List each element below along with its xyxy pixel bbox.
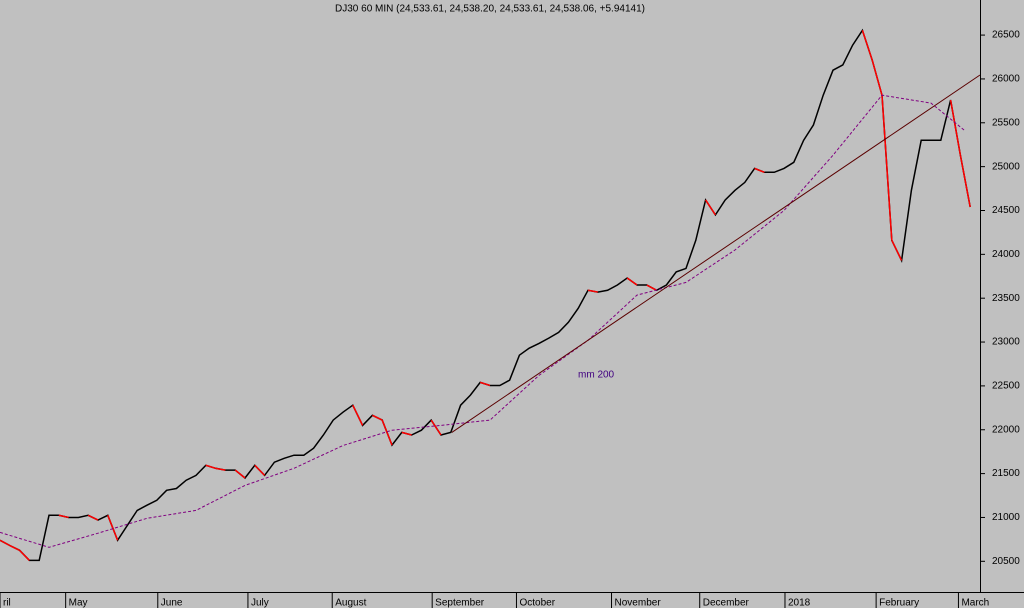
y-tick-label: 25500 bbox=[992, 117, 1020, 128]
down-segment bbox=[949, 99, 962, 156]
x-tick-label: July bbox=[251, 598, 269, 608]
y-tick-label: 21500 bbox=[992, 468, 1020, 479]
down-segment bbox=[587, 289, 598, 293]
down-segment bbox=[9, 544, 20, 552]
x-tick-label: May bbox=[69, 598, 88, 608]
x-tick-label: November bbox=[615, 598, 662, 608]
down-segment bbox=[646, 284, 657, 291]
x-tick-label: March bbox=[961, 598, 989, 608]
annotation: mm 200 bbox=[578, 370, 615, 381]
y-tick-label: 24500 bbox=[992, 205, 1020, 216]
down-segment bbox=[372, 414, 383, 421]
down-segment bbox=[430, 419, 442, 436]
down-segment bbox=[234, 469, 246, 479]
down-segment bbox=[479, 381, 491, 387]
down-segment bbox=[19, 549, 30, 561]
down-segment bbox=[352, 404, 364, 426]
x-tick-label: June bbox=[161, 598, 183, 608]
down-segment bbox=[754, 167, 765, 174]
x-tick-label: ril bbox=[3, 598, 11, 608]
down-segment bbox=[881, 95, 893, 241]
down-segment bbox=[704, 199, 717, 216]
x-tick-label: August bbox=[335, 598, 366, 608]
y-tick-label: 23000 bbox=[992, 337, 1020, 348]
y-tick-label: 25000 bbox=[992, 161, 1020, 172]
down-segment bbox=[401, 431, 412, 436]
x-tick-label: February bbox=[879, 598, 919, 608]
down-segment bbox=[626, 277, 638, 286]
down-segment bbox=[215, 467, 226, 471]
down-segment bbox=[861, 30, 873, 61]
down-segment bbox=[254, 464, 266, 476]
down-segment bbox=[87, 514, 99, 521]
y-tick-label: 21000 bbox=[992, 512, 1020, 523]
x-tick-label: October bbox=[519, 598, 555, 608]
down-segment bbox=[58, 514, 69, 519]
y-tick-label: 22000 bbox=[992, 424, 1020, 435]
y-tick-label: 26500 bbox=[992, 30, 1020, 41]
down-segment bbox=[891, 239, 903, 261]
y-tick-label: 23500 bbox=[992, 293, 1020, 304]
down-segment bbox=[0, 539, 11, 547]
x-tick-label: September bbox=[435, 598, 485, 608]
down-segment bbox=[871, 59, 883, 96]
y-tick-label: 24000 bbox=[992, 249, 1020, 260]
down-segment bbox=[205, 464, 216, 470]
down-segment bbox=[959, 155, 971, 208]
x-tick-label: December bbox=[703, 598, 750, 608]
trendline bbox=[451, 74, 981, 433]
chart-title: DJ30 60 MIN (24,533.61, 24,538.20, 24,53… bbox=[335, 4, 645, 15]
down-segment bbox=[107, 514, 119, 541]
y-tick-label: 20500 bbox=[992, 556, 1020, 567]
x-tick-label: 2018 bbox=[788, 598, 811, 608]
y-tick-label: 22500 bbox=[992, 381, 1020, 392]
y-tick-label: 26000 bbox=[992, 74, 1020, 85]
down-segment bbox=[381, 419, 393, 446]
